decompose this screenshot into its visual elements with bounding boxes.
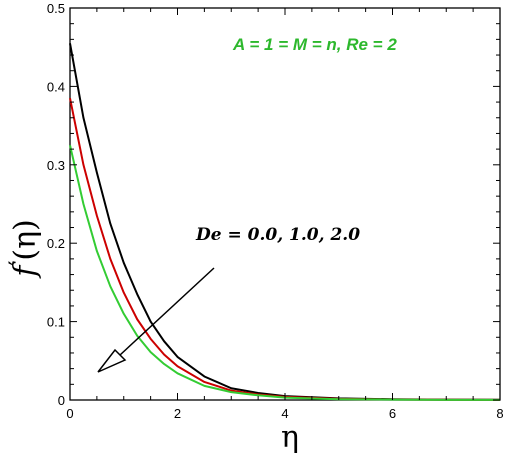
svg-text:f′(η): f′(η) <box>6 219 43 279</box>
y-tick-label: 0.3 <box>47 158 65 173</box>
y-tick-label: 0.5 <box>47 1 65 16</box>
x-tick-label: 4 <box>281 406 288 421</box>
arrow-annotation: De = 0.0, 1.0, 2.0 <box>195 225 360 245</box>
direction-arrow <box>97 267 215 373</box>
y-tick-label: 0.1 <box>47 315 65 330</box>
series-line-1 <box>69 43 501 401</box>
y-axis-label-arg: (η) <box>8 219 43 260</box>
y-tick-label: 0.2 <box>47 236 65 251</box>
y-tick-label: 0 <box>58 393 65 408</box>
x-axis-label: η <box>281 420 299 455</box>
y-tick-label: 0.4 <box>47 79 65 94</box>
y-axis-label: f′(η) <box>6 219 43 279</box>
x-tick-label: 0 <box>66 406 73 421</box>
parameter-annotation: A = 1 = M = n, Re = 2 <box>232 35 397 54</box>
x-tick-label: 8 <box>496 406 503 421</box>
series-line-3 <box>69 144 501 401</box>
x-tick-label: 2 <box>174 406 181 421</box>
series-line-2 <box>69 97 501 401</box>
y-axis-label-prime: ′ <box>6 261 31 266</box>
x-tick-label: 6 <box>389 406 396 421</box>
